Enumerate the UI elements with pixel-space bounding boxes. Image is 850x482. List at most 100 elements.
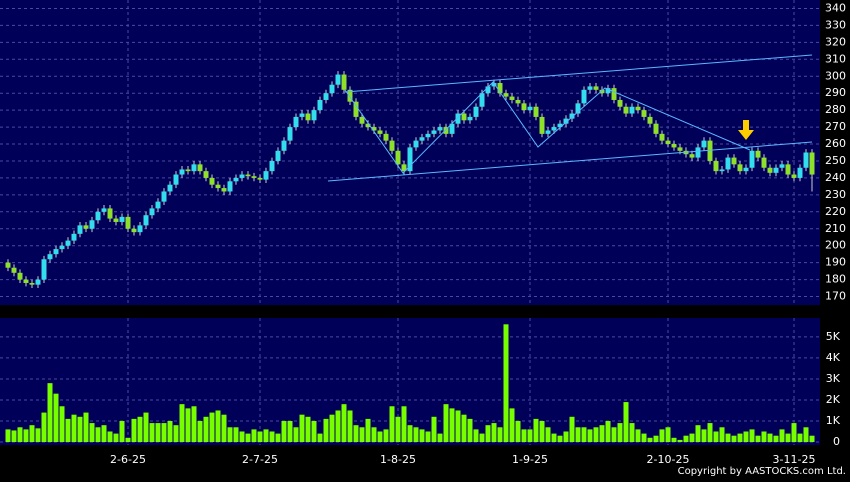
volume-bar [311,420,317,442]
volume-bar [179,404,185,442]
volume-bar [557,435,563,442]
candle-body [605,88,611,94]
volume-bar [383,429,389,442]
candle-body [761,157,767,168]
volume-bar [497,427,503,442]
volume-bar [35,428,41,442]
volume-bar [521,429,527,442]
volume-bar [635,429,641,442]
candle-body [635,106,641,111]
candle-body [317,99,323,111]
candle-body [137,225,143,233]
volume-bar [353,425,359,442]
y-tick-label: 240 [825,171,846,184]
volume-bar [71,414,77,442]
volume-bar [65,418,71,442]
volume-bar [719,427,725,442]
candle-body [659,133,665,141]
volume-bar [773,435,779,442]
volume-bar [185,408,191,442]
x-tick-label: 1-8-25 [380,453,416,466]
volume-bar [599,425,605,442]
candle-body [701,140,707,148]
volume-bar [581,427,587,442]
volume-bar [227,427,233,442]
candle-body [23,279,29,283]
y-tick-label: 330 [825,18,846,31]
volume-tick-label: 4K [826,351,841,364]
volume-bar [593,427,599,442]
candle-body [179,169,185,175]
candle-body [29,282,35,285]
candle-body [407,147,413,172]
candle-body [101,208,107,212]
volume-tick-label: 2K [826,393,841,406]
volume-bar [323,418,329,442]
candle-body [65,240,71,246]
volume-bar [359,427,365,442]
volume-bar [113,433,119,442]
candle-body [647,116,653,124]
volume-bar [755,435,761,442]
candle-body [245,174,251,177]
volume-bar [269,431,275,442]
candle-body [281,140,287,151]
volume-bar [209,412,215,442]
volume-tick-label: 1K [826,414,841,427]
y-tick-label: 180 [825,273,846,286]
labels: 170 180 190 200 210 220 230 240 250 260 270 280 290 3… [110,1,846,466]
volume-bar [77,416,83,442]
volume-bar [365,418,371,442]
volume-panel [0,318,820,445]
copyright: Copyright by AASTOCKS.com Ltd. [678,466,846,477]
volume-bar [563,431,569,442]
volume-bar [83,412,89,442]
candle-body [779,164,785,168]
candle-body [575,103,581,114]
volume-bar [161,423,167,442]
y-tick-label: 310 [825,52,846,65]
volume-bar [155,423,161,442]
candle-body [215,184,221,189]
volume-bar [401,406,407,442]
volume-bar [761,431,767,442]
volume-bar [425,431,431,442]
candle-body [677,147,683,151]
volume-bar [371,427,377,442]
candle-body [611,88,617,100]
volume-bar [107,431,113,442]
candle-body [461,113,467,121]
volume-bar [803,427,809,442]
candle-body [497,83,503,94]
volume-bar [47,383,53,442]
candle-body [431,130,437,134]
candle-body [545,130,551,134]
candle-body [767,167,773,173]
volume-bar [341,404,347,442]
candle-body [71,233,77,241]
volume-bar [689,433,695,442]
candle-body [581,89,587,104]
y-tick-label: 340 [825,1,846,14]
candle-body [113,218,119,222]
volume-bar [245,433,251,442]
volume-bar [665,427,671,442]
candle-body [803,152,809,168]
volume-bar [437,433,443,442]
volume-bar [455,410,461,442]
volume-bar [167,420,173,442]
volume-bar [95,427,101,442]
candle-body [209,177,215,185]
volume-bar [137,416,143,442]
volume-bar [11,430,17,442]
volume-bar [743,431,749,442]
volume-bar [569,416,575,442]
volume-bar [731,435,737,442]
volume-bar [131,418,137,442]
candle-body [533,106,539,117]
candle-body [785,164,791,175]
candle-body [587,86,593,90]
candle-body [557,123,563,128]
x-tick-label: 2-6-25 [110,453,146,466]
volume-bar [59,406,65,442]
